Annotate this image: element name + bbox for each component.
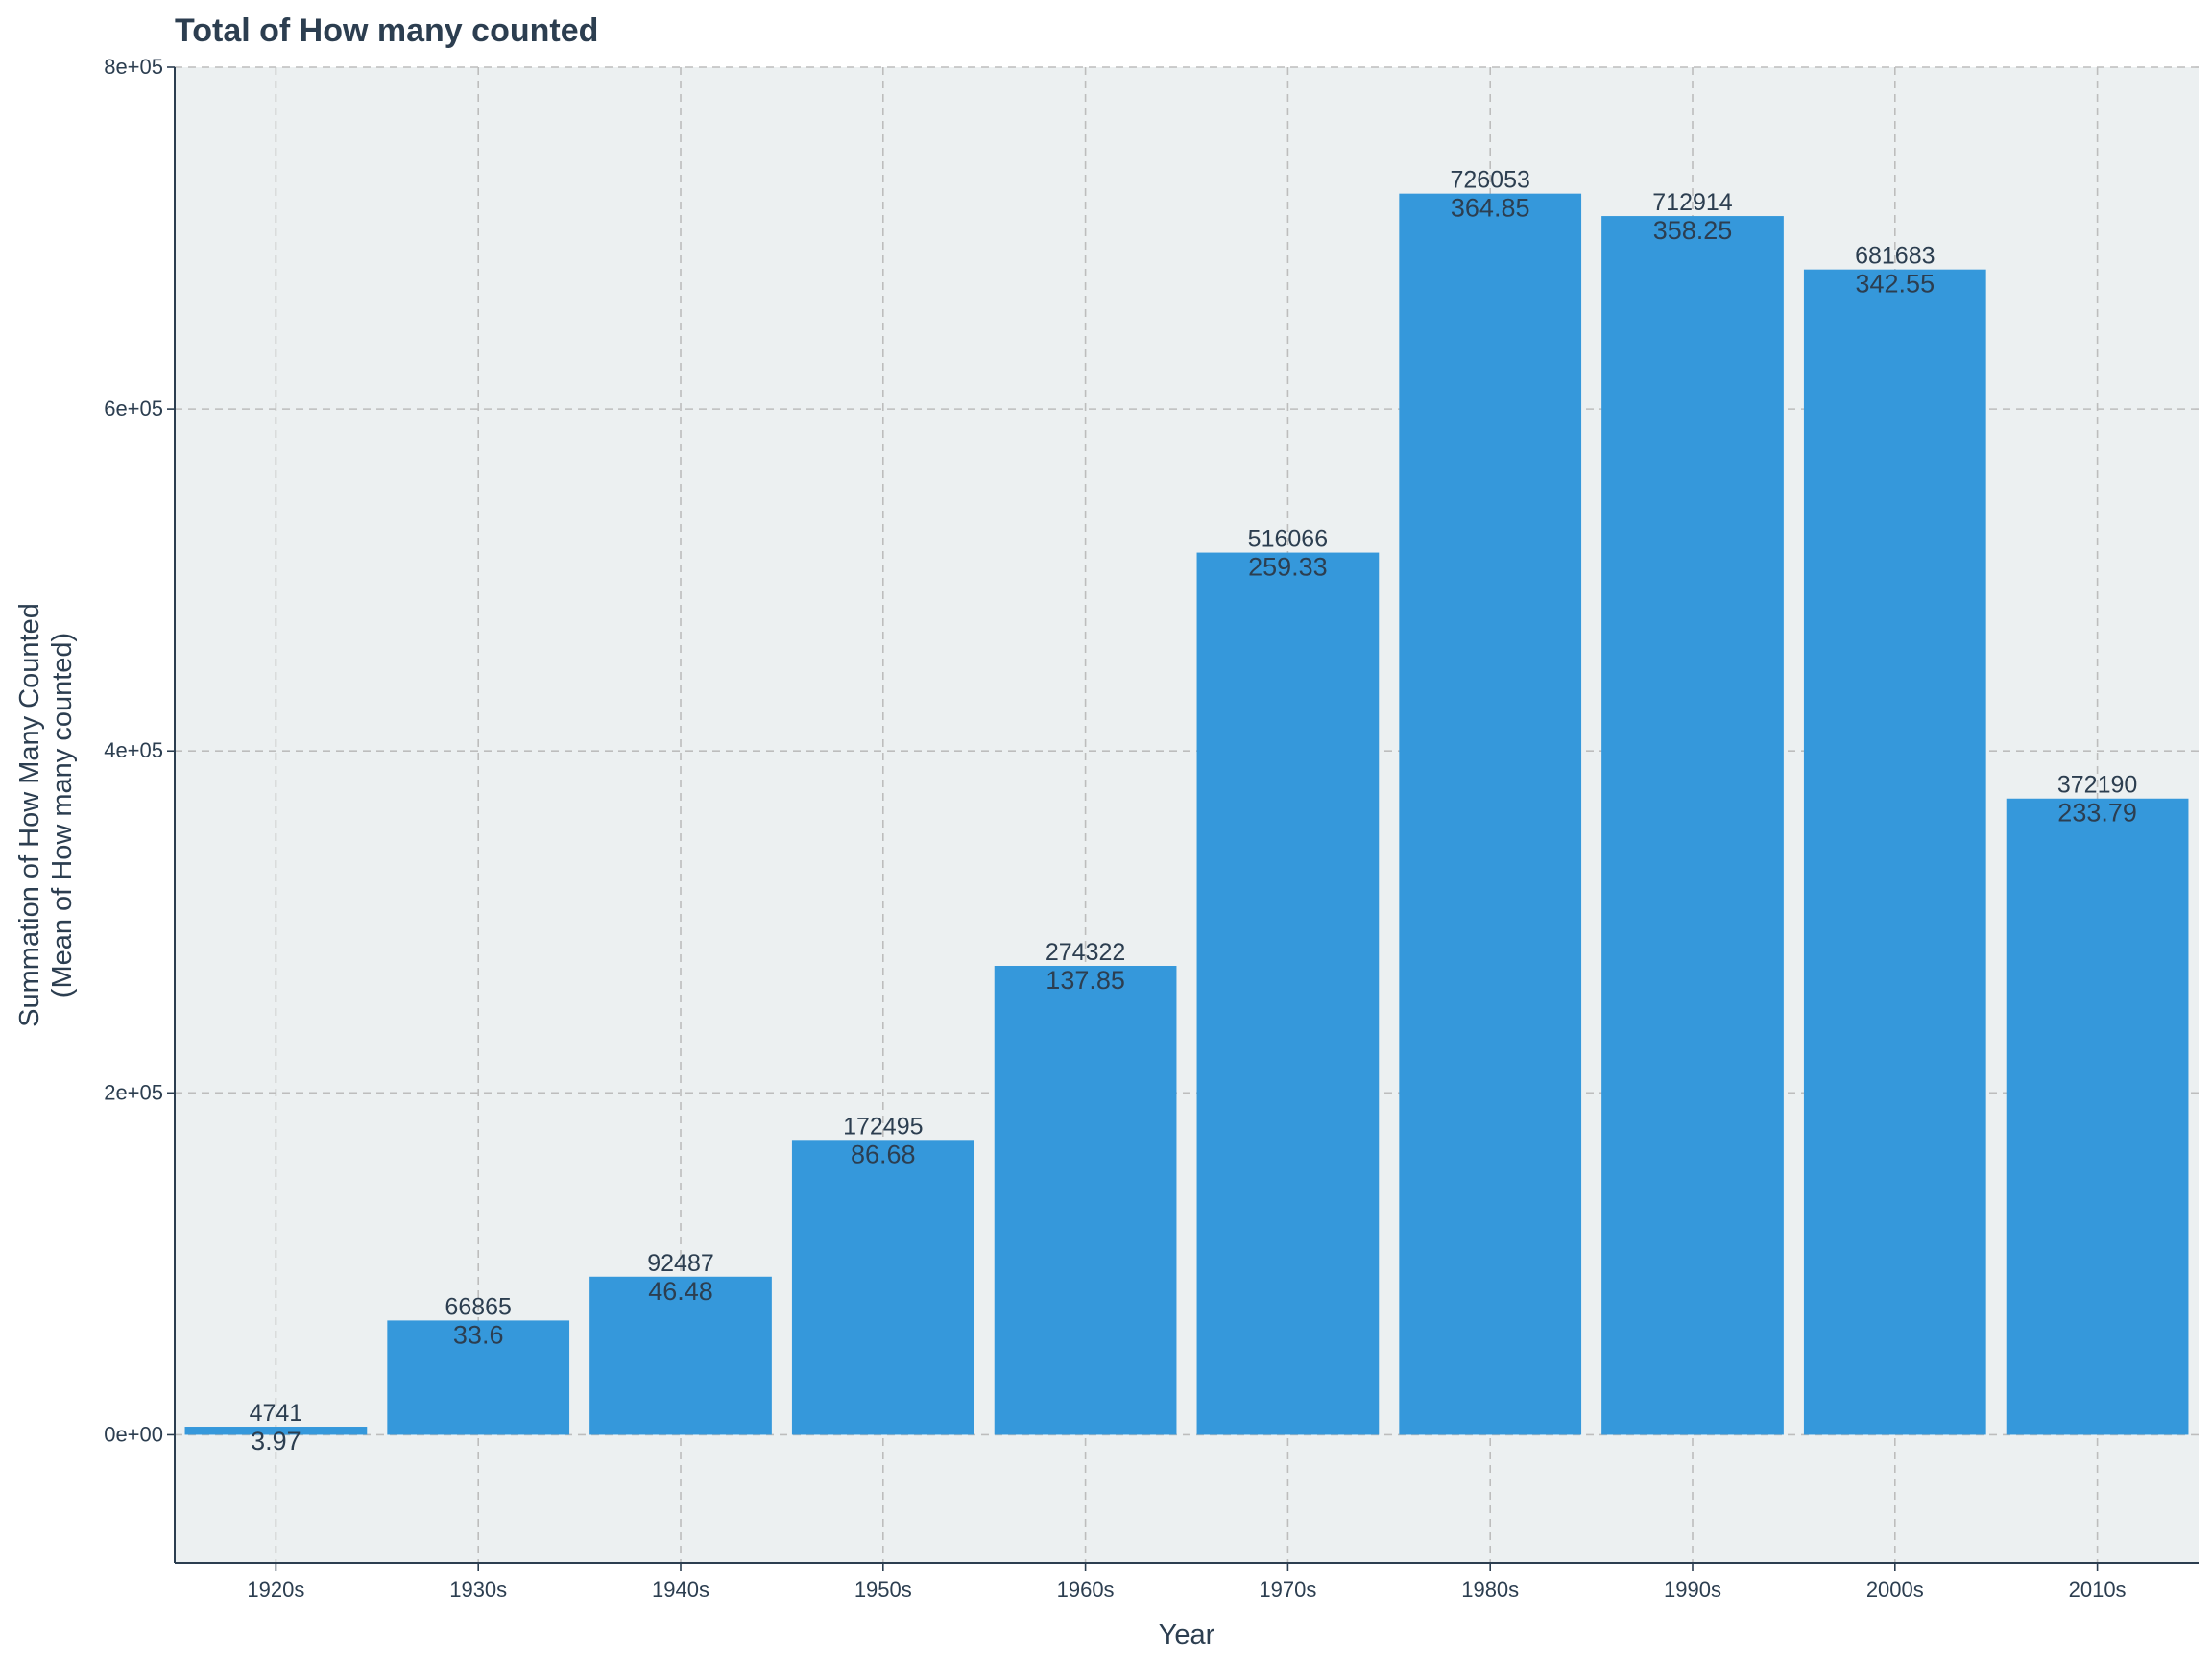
sum-label: 726053 bbox=[1450, 167, 1529, 194]
x-axis-title: Year bbox=[1159, 1620, 1215, 1650]
mean-label: 46.48 bbox=[648, 1277, 713, 1306]
bar-1940s bbox=[589, 1276, 772, 1435]
y-tick-label: 8e+05 bbox=[104, 55, 163, 79]
bar-1930s bbox=[387, 1320, 570, 1435]
x-tick-label: 2010s bbox=[2069, 1577, 2127, 1601]
mean-label: 358.25 bbox=[1653, 216, 1733, 245]
mean-label: 86.68 bbox=[851, 1140, 916, 1168]
sum-label: 274322 bbox=[1046, 939, 1125, 966]
x-tick-label: 1930s bbox=[449, 1577, 507, 1601]
bar-1960s bbox=[994, 966, 1177, 1435]
mean-label: 137.85 bbox=[1046, 966, 1125, 995]
mean-label: 33.6 bbox=[453, 1320, 504, 1349]
bar-2000s bbox=[1803, 269, 1986, 1435]
sum-label: 372190 bbox=[2057, 772, 2137, 799]
sum-label: 516066 bbox=[1248, 526, 1328, 553]
y-tick-label: 6e+05 bbox=[104, 397, 163, 421]
x-tick-label: 2000s bbox=[1866, 1577, 1924, 1601]
sum-label: 681683 bbox=[1855, 243, 1935, 270]
chart-title: Total of How many counted bbox=[175, 12, 598, 49]
x-tick-label: 1990s bbox=[1664, 1577, 1721, 1601]
axes: 0e+00 2e+05 4e+05 6e+05 8e+05 1920s 1930s 1940s… bbox=[104, 55, 2199, 1601]
bar-2010s bbox=[2006, 798, 2189, 1435]
y-axis-title-line-1: Summation of How Many Counted bbox=[14, 603, 45, 1027]
y-tick-label: 4e+05 bbox=[104, 738, 163, 762]
mean-label: 233.79 bbox=[2057, 799, 2137, 828]
mean-label: 259.33 bbox=[1248, 553, 1328, 582]
bars bbox=[184, 193, 2189, 1435]
y-tick-label: 2e+05 bbox=[104, 1080, 163, 1104]
bar-1970s bbox=[1196, 552, 1380, 1435]
x-tick-label: 1980s bbox=[1461, 1577, 1519, 1601]
bar-1950s bbox=[791, 1140, 974, 1435]
bar-1920s bbox=[184, 1427, 368, 1435]
sum-label: 66865 bbox=[445, 1293, 512, 1320]
mean-label: 3.97 bbox=[251, 1427, 301, 1455]
sum-label: 92487 bbox=[647, 1250, 714, 1277]
y-axis-title: Summation of How Many Counted (Mean of H… bbox=[14, 603, 78, 1027]
bar-1990s bbox=[1601, 216, 1784, 1435]
x-tick-label: 1920s bbox=[247, 1577, 304, 1601]
y-tick-label: 0e+00 bbox=[104, 1422, 163, 1446]
x-tick-label: 1970s bbox=[1259, 1577, 1316, 1601]
mean-label: 342.55 bbox=[1856, 270, 1936, 299]
sum-label: 712914 bbox=[1652, 189, 1733, 216]
x-tick-label: 1950s bbox=[854, 1577, 912, 1601]
x-tick-label: 1960s bbox=[1057, 1577, 1115, 1601]
x-tick-label: 1940s bbox=[652, 1577, 709, 1601]
mean-label: 364.85 bbox=[1451, 194, 1530, 223]
sum-label: 172495 bbox=[843, 1113, 923, 1140]
bar-1980s bbox=[1399, 193, 1582, 1435]
y-axis-title-line-2: (Mean of How many counted) bbox=[47, 633, 78, 998]
sum-label: 4741 bbox=[250, 1400, 303, 1427]
